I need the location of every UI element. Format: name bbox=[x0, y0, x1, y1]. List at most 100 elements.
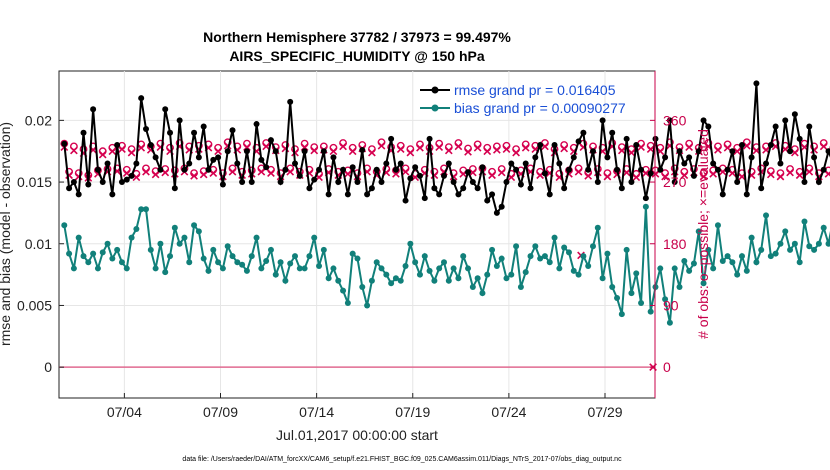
bias-point bbox=[647, 308, 654, 315]
rmse-point bbox=[734, 179, 741, 186]
rmse-point bbox=[599, 117, 606, 124]
bias-point bbox=[724, 253, 731, 260]
rmse-point bbox=[311, 176, 318, 183]
obs-evaluated-point bbox=[70, 146, 78, 155]
rmse-point bbox=[508, 160, 515, 167]
rmse-point bbox=[445, 160, 452, 167]
obs-evaluated-point-stroke-b bbox=[257, 167, 266, 176]
obs-evaluated-point-stroke-b bbox=[661, 172, 669, 181]
x-tick-label: 07/09 bbox=[203, 404, 238, 420]
rmse-point bbox=[397, 160, 404, 167]
rmse-point bbox=[767, 142, 774, 149]
rmse-point bbox=[758, 185, 765, 192]
bias-point bbox=[75, 234, 82, 241]
rmse-point bbox=[465, 169, 472, 176]
bias-point bbox=[70, 265, 77, 272]
bias-point bbox=[465, 265, 472, 272]
rmse-point bbox=[416, 172, 423, 179]
bias-point bbox=[599, 275, 606, 282]
obs-evaluated-point-stroke-b bbox=[613, 170, 621, 179]
y-tick-label: 0 bbox=[44, 359, 52, 375]
obs-evaluated-point-stroke-b bbox=[416, 143, 424, 152]
bias-point bbox=[85, 259, 92, 266]
rmse-point bbox=[753, 80, 760, 87]
rmse-point bbox=[570, 154, 577, 161]
bias-point bbox=[383, 271, 390, 278]
rmse-point bbox=[114, 142, 121, 149]
bias-point bbox=[138, 206, 145, 213]
obs-evaluated-point bbox=[493, 145, 501, 154]
obs-evaluated-point-stroke-b bbox=[454, 142, 463, 151]
bias-point bbox=[787, 246, 794, 253]
bias-point bbox=[565, 249, 572, 256]
rmse-point bbox=[306, 185, 313, 192]
obs-evaluated-point-stroke-b bbox=[805, 167, 814, 176]
rmse-point bbox=[407, 175, 414, 182]
obs-evaluated-point-stroke-b bbox=[685, 143, 693, 151]
obs-evaluated-point-stroke-b bbox=[786, 168, 794, 177]
obs-evaluated-point bbox=[488, 171, 496, 180]
obs-evaluated-point-stroke-b bbox=[473, 143, 482, 152]
bias-point bbox=[90, 250, 97, 257]
rmse-point bbox=[503, 179, 510, 186]
rmse-point bbox=[493, 209, 500, 216]
bias-point bbox=[662, 296, 669, 303]
obs-evaluated-point-stroke-b bbox=[348, 147, 357, 156]
obs-evaluated-point-stroke-b bbox=[377, 141, 386, 150]
rmse-point bbox=[301, 148, 308, 155]
obs-evaluated-point-stroke-b bbox=[714, 145, 722, 154]
obs-evaluated-point-stroke-b bbox=[468, 168, 477, 177]
rmse-point bbox=[147, 142, 154, 149]
obs-evaluated-point bbox=[118, 145, 126, 154]
rmse-point bbox=[344, 191, 351, 198]
rmse-point bbox=[171, 185, 178, 192]
bias-point bbox=[498, 255, 505, 262]
rmse-point bbox=[61, 140, 68, 147]
obs-evaluated-point-stroke-b bbox=[810, 145, 818, 154]
bias-point bbox=[455, 275, 462, 282]
obs-evaluated-point bbox=[617, 146, 626, 155]
bias-point bbox=[580, 253, 587, 260]
bias-point bbox=[118, 259, 125, 266]
rmse-point bbox=[392, 166, 399, 173]
legend-rmse-marker bbox=[431, 86, 439, 94]
obs-evaluated-point-stroke-b bbox=[521, 143, 530, 152]
x-tick-label: 07/14 bbox=[299, 404, 334, 420]
bias-point bbox=[700, 280, 707, 287]
bias-point bbox=[373, 259, 380, 266]
chart-subtitle: AIRS_SPECIFIC_HUMIDITY @ 150 hPa bbox=[229, 48, 485, 64]
bias-point bbox=[210, 246, 217, 253]
bias-point bbox=[734, 271, 741, 278]
bias-point bbox=[537, 255, 544, 262]
obs-evaluated-point bbox=[348, 147, 357, 156]
y-tick-label: 0.005 bbox=[17, 297, 52, 313]
bias-point bbox=[796, 259, 803, 266]
bias-point bbox=[743, 267, 750, 274]
rmse-point bbox=[162, 106, 169, 113]
obs-evaluated-point-stroke-b bbox=[170, 169, 179, 178]
rmse-point bbox=[349, 164, 356, 171]
bias-point bbox=[513, 243, 520, 250]
bias-point bbox=[710, 265, 717, 272]
obs-evaluated-point bbox=[742, 141, 751, 150]
rmse-point bbox=[498, 203, 505, 210]
rmse-point bbox=[614, 166, 621, 173]
legend-rmse-label: rmse grand pr = 0.016405 bbox=[454, 82, 616, 98]
obs-evaluated-point-stroke-b bbox=[560, 144, 569, 153]
rmse-point bbox=[825, 148, 830, 155]
bias-point bbox=[642, 203, 649, 210]
bias-point bbox=[811, 246, 818, 253]
rmse-point bbox=[522, 160, 529, 167]
obs-evaluated-point bbox=[574, 167, 583, 176]
bias-point bbox=[729, 259, 736, 266]
obs-evaluated-point-stroke-b bbox=[396, 145, 405, 154]
rmse-point bbox=[806, 123, 813, 130]
obs-evaluated-point-stroke-b bbox=[742, 141, 751, 150]
obs-evaluated-point-stroke-b bbox=[824, 171, 830, 178]
obs-evaluated-point-stroke-b bbox=[791, 148, 799, 157]
bias-point bbox=[320, 246, 327, 253]
obs-evaluated-point-stroke-b bbox=[541, 142, 549, 151]
obs-evaluated-point bbox=[329, 147, 338, 156]
bias-point bbox=[556, 265, 563, 272]
